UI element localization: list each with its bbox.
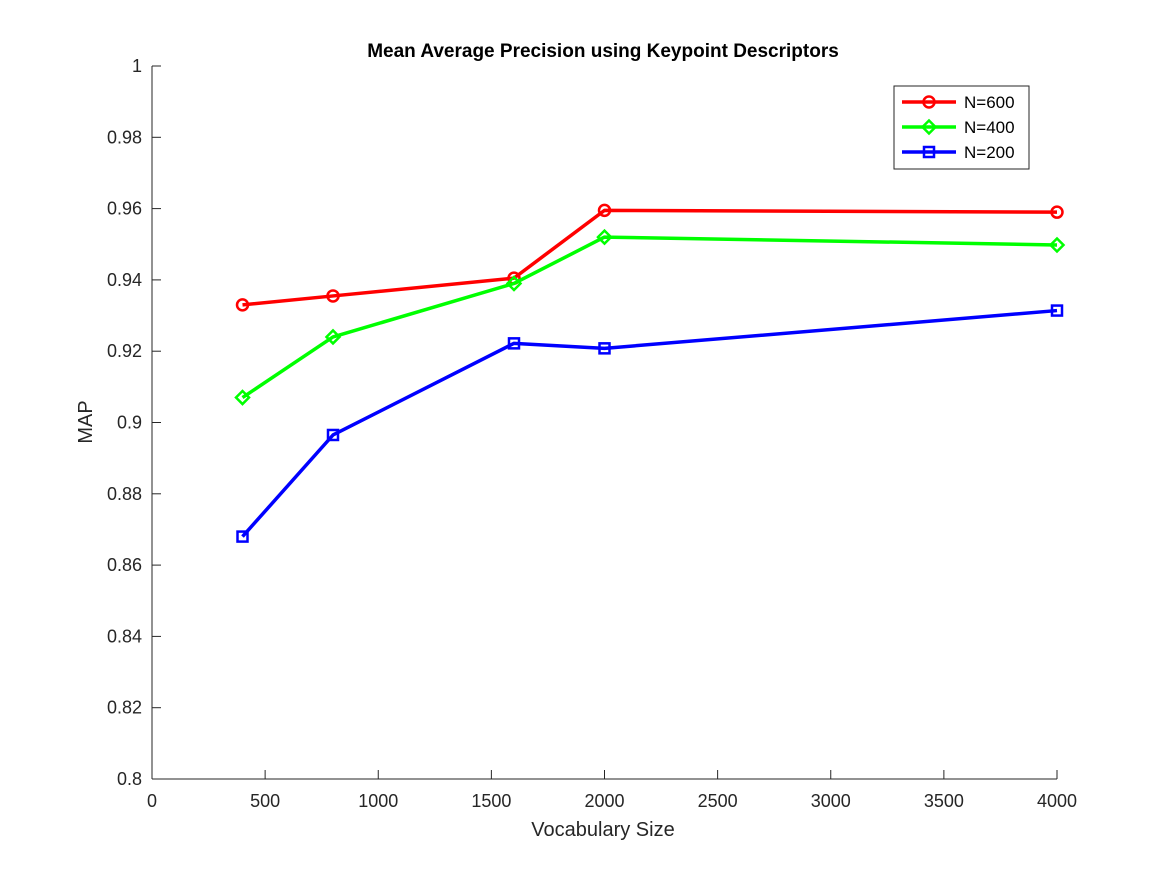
x-tick-label: 2000 <box>584 791 624 811</box>
x-tick-label: 3000 <box>811 791 851 811</box>
y-tick-label: 0.86 <box>107 555 142 575</box>
y-tick-label: 0.96 <box>107 199 142 219</box>
data-point-n-200 <box>598 342 611 355</box>
y-tick-label: 0.98 <box>107 127 142 147</box>
data-point-n-600 <box>326 289 340 303</box>
x-axis-label: Vocabulary Size <box>531 819 674 841</box>
y-tick-label: 0.82 <box>107 698 142 718</box>
series-line-n-600 <box>242 208 1058 307</box>
data-point-n-600 <box>597 203 612 218</box>
series-line-n-400 <box>241 235 1058 399</box>
data-point-n-400 <box>596 228 613 246</box>
x-tick-label: 2500 <box>698 791 738 811</box>
data-point-n-200 <box>326 428 340 442</box>
legend-label-n-200: N=200 <box>964 143 1015 162</box>
legend-marker-n-600 <box>922 95 936 109</box>
legend-marker-n-400 <box>920 118 938 136</box>
data-point-n-200 <box>236 530 249 543</box>
data-point-n-200 <box>1050 304 1064 317</box>
x-tick-label: 1500 <box>471 791 511 811</box>
series-line-n-200 <box>241 308 1058 538</box>
y-tick-label: 0.92 <box>107 341 142 361</box>
legend: N=600 N=400 N=200 <box>893 85 1030 170</box>
y-tick-label: 0.8 <box>117 769 142 789</box>
y-tick-label: 1 <box>132 56 142 76</box>
x-tick-label: 500 <box>250 791 280 811</box>
x-tick-label: 0 <box>147 791 157 811</box>
y-tick-label: 0.84 <box>107 626 142 646</box>
data-point-n-600 <box>235 298 250 312</box>
y-axis-label: MAP <box>75 400 97 443</box>
plot-area: 0 500 1000 1500 2000 2500 3000 3500 4000 0.8 0.82 0… <box>107 56 1077 811</box>
data-point-n-400 <box>1048 236 1066 254</box>
chart-title: Mean Average Precision using Keypoint De… <box>367 41 839 62</box>
y-tick-label: 0.94 <box>107 270 142 290</box>
y-tick-label: 0.88 <box>107 484 142 504</box>
data-point-n-400 <box>324 328 342 346</box>
x-tick-label: 1000 <box>358 791 398 811</box>
data-point-n-400 <box>505 275 523 292</box>
legend-label-n-600: N=600 <box>964 93 1015 112</box>
legend-marker-n-200 <box>922 145 936 159</box>
data-point-n-400 <box>234 389 251 406</box>
y-tick-label: 0.9 <box>117 413 142 433</box>
legend-label-n-400: N=400 <box>964 118 1015 137</box>
x-tick-label: 3500 <box>924 791 964 811</box>
x-tick-label: 4000 <box>1037 791 1077 811</box>
data-point-n-600 <box>1050 205 1064 219</box>
data-point-n-200 <box>507 337 521 350</box>
